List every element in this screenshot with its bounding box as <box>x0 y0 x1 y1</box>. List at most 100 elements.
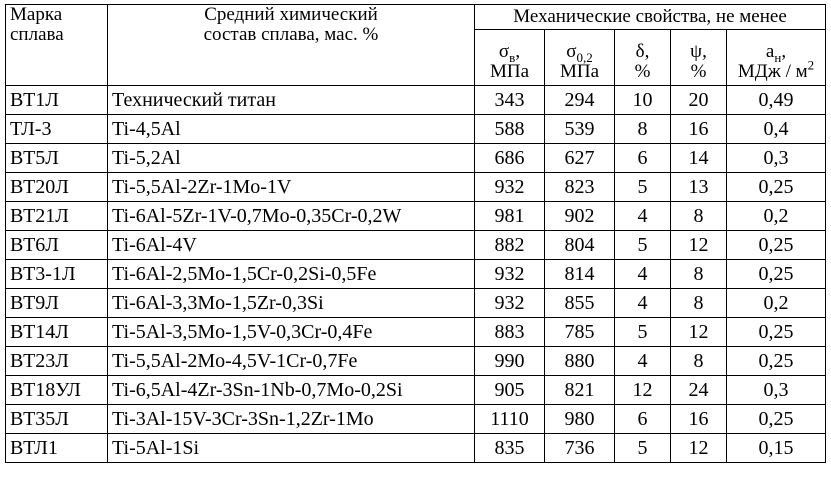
grade-cell: ВТЛ1 <box>5 433 108 463</box>
delta-cell: 5 <box>614 317 671 347</box>
delta-cell: 5 <box>614 230 671 260</box>
an-cell: 0,2 <box>726 288 826 318</box>
an-cell: 0,25 <box>726 404 826 434</box>
sigma-b-header: σв, МПа <box>474 29 545 86</box>
sigma-b-cell: 932 <box>474 259 545 289</box>
sigma-b-cell: 990 <box>474 346 545 376</box>
sigma-02-cell: 980 <box>544 404 615 434</box>
table-row: ВТ6Л Ti-6Al-4V 882 804 5 12 0,25 <box>5 230 826 260</box>
header-row-2: σв, МПа σ0,2 МПа δ, % ψ, % aн, МДж / м2 <box>6 29 826 86</box>
table-row: ВТ20Л Ti-5,5Al-2Zr-1Mo-1V 932 823 5 13 0,25 <box>5 172 826 202</box>
psi-unit: % <box>690 61 707 82</box>
grade-cell: ВТ1Л <box>5 85 108 115</box>
composition-cell: Ti-5Al-3,5Mo-1,5V-0,3Cr-0,4Fe <box>107 317 475 347</box>
composition-cell: Ti-6Al-5Zr-1V-0,7Mo-0,35Cr-0,2W <box>107 201 475 231</box>
sigma-b-cell: 932 <box>474 288 545 318</box>
sigma-02-cell: 880 <box>544 346 615 376</box>
grade-cell: ВТ14Л <box>5 317 108 347</box>
composition-cell: Ti-6Al-4V <box>107 230 475 260</box>
sigma-02-cell: 785 <box>544 317 615 347</box>
psi-cell: 13 <box>670 172 727 202</box>
table-row: ВТ3-1Л Ti-6Al-2,5Mo-1,5Cr-0,2Si-0,5Fe 932 8… <box>5 259 826 289</box>
sigma-b-cell: 343 <box>474 85 545 115</box>
delta-cell: 5 <box>614 172 671 202</box>
delta-cell: 4 <box>614 346 671 376</box>
delta-unit: % <box>634 61 651 82</box>
grade-header-line1: Марка <box>10 4 63 25</box>
psi-cell: 12 <box>670 317 727 347</box>
composition-cell: Ti-6Al-3,3Mo-1,5Zr-0,3Si <box>107 288 475 318</box>
sigma-02-cell: 294 <box>544 85 615 115</box>
sigma-02-cell: 539 <box>544 114 615 144</box>
an-cell: 0,4 <box>726 114 826 144</box>
an-cell: 0,25 <box>726 230 826 260</box>
psi-cell: 16 <box>670 404 727 434</box>
composition-header-line1: Средний химический <box>204 4 378 25</box>
sigma-b-cell: 981 <box>474 201 545 231</box>
mech-props-header: Механические свойства, не менее <box>474 4 826 30</box>
delta-cell: 4 <box>614 201 671 231</box>
table-row: ВТ21Л Ti-6Al-5Zr-1V-0,7Mo-0,35Cr-0,2W 981 9… <box>5 201 826 231</box>
composition-header: Средний химический состав сплава, мас. % <box>107 4 475 86</box>
grade-cell: ВТ20Л <box>5 172 108 202</box>
psi-cell: 12 <box>670 433 727 463</box>
grade-cell: ТЛ-3 <box>5 114 108 144</box>
sigma-02-cell: 814 <box>544 259 615 289</box>
an-cell: 0,49 <box>726 85 826 115</box>
psi-cell: 8 <box>670 346 727 376</box>
grade-cell: ВТ35Л <box>5 404 108 434</box>
table-row: ВТ1Л Технический титан 343 294 10 20 0,49 <box>5 85 826 115</box>
delta-cell: 10 <box>614 85 671 115</box>
table-row: ВТ35Л Ti-3Al-15V-3Cr-3Sn-1,2Zr-1Mo 1110 980… <box>5 404 826 434</box>
psi-cell: 14 <box>670 143 727 173</box>
psi-header: ψ, % <box>670 29 727 86</box>
grade-cell: ВТ3-1Л <box>5 259 108 289</box>
sigma-b-cell: 835 <box>474 433 545 463</box>
sigma-02-sub: 0,2 <box>576 49 593 65</box>
sigma-02-unit: МПа <box>559 61 600 82</box>
composition-cell: Ti-6,5Al-4Zr-3Sn-1Nb-0,7Mo-0,2Si <box>107 375 475 405</box>
table-row: ВТ9Л Ti-6Al-3,3Mo-1,5Zr-0,3Si 932 855 4 8 0,2 <box>5 288 826 318</box>
sigma-b-cell: 588 <box>474 114 545 144</box>
grade-cell: ВТ23Л <box>5 346 108 376</box>
table-row: ВТ14Л Ti-5Al-3,5Mo-1,5V-0,3Cr-0,4Fe 883 785… <box>5 317 826 347</box>
table-row: ТЛ-3 Ti-4,5Al 588 539 8 16 0,4 <box>5 114 826 144</box>
sigma-b-cell: 883 <box>474 317 545 347</box>
composition-cell: Ti-5,5Al-2Zr-1Mo-1V <box>107 172 475 202</box>
sigma-02-cell: 627 <box>544 143 615 173</box>
an-cell: 0,3 <box>726 375 826 405</box>
grade-cell: ВТ9Л <box>5 288 108 318</box>
an-comma: , <box>781 41 787 62</box>
table-row: ВТЛ1 Ti-5Al-1Si 835 736 5 12 0,15 <box>5 433 826 463</box>
sigma-02-cell: 821 <box>544 375 615 405</box>
composition-cell: Ti-5,5Al-2Mo-4,5V-1Cr-0,7Fe <box>107 346 475 376</box>
psi-symbol: ψ, <box>690 41 707 62</box>
an-cell: 0,15 <box>726 433 826 463</box>
composition-header-line2: состав сплава, мас. % <box>203 24 379 45</box>
grade-cell: ВТ21Л <box>5 201 108 231</box>
sigma-b-symbol: σ <box>498 41 510 62</box>
delta-cell: 6 <box>614 143 671 173</box>
an-symbol: a <box>765 41 775 62</box>
psi-cell: 24 <box>670 375 727 405</box>
sigma-b-cell: 882 <box>474 230 545 260</box>
composition-cell: Ti-5Al-1Si <box>107 433 475 463</box>
table-row: ВТ5Л Ti-5,2Al 686 627 6 14 0,3 <box>5 143 826 173</box>
delta-cell: 5 <box>614 433 671 463</box>
alloy-properties-table: Марка сплава Средний химический состав с… <box>5 4 826 463</box>
delta-cell: 12 <box>614 375 671 405</box>
composition-cell: Ti-5,2Al <box>107 143 475 173</box>
sigma-b-cell: 686 <box>474 143 545 173</box>
header-row-1: Марка сплава Средний химический состав с… <box>5 4 826 86</box>
an-cell: 0,25 <box>726 259 826 289</box>
composition-cell: Ti-3Al-15V-3Cr-3Sn-1,2Zr-1Mo <box>107 404 475 434</box>
an-cell: 0,3 <box>726 143 826 173</box>
sigma-02-cell: 902 <box>544 201 615 231</box>
delta-cell: 6 <box>614 404 671 434</box>
sigma-b-cell: 932 <box>474 172 545 202</box>
an-cell: 0,25 <box>726 172 826 202</box>
sigma-02-cell: 804 <box>544 230 615 260</box>
an-sub: н <box>774 49 782 65</box>
psi-cell: 8 <box>670 288 727 318</box>
sigma-b-unit: МПа <box>489 61 530 82</box>
